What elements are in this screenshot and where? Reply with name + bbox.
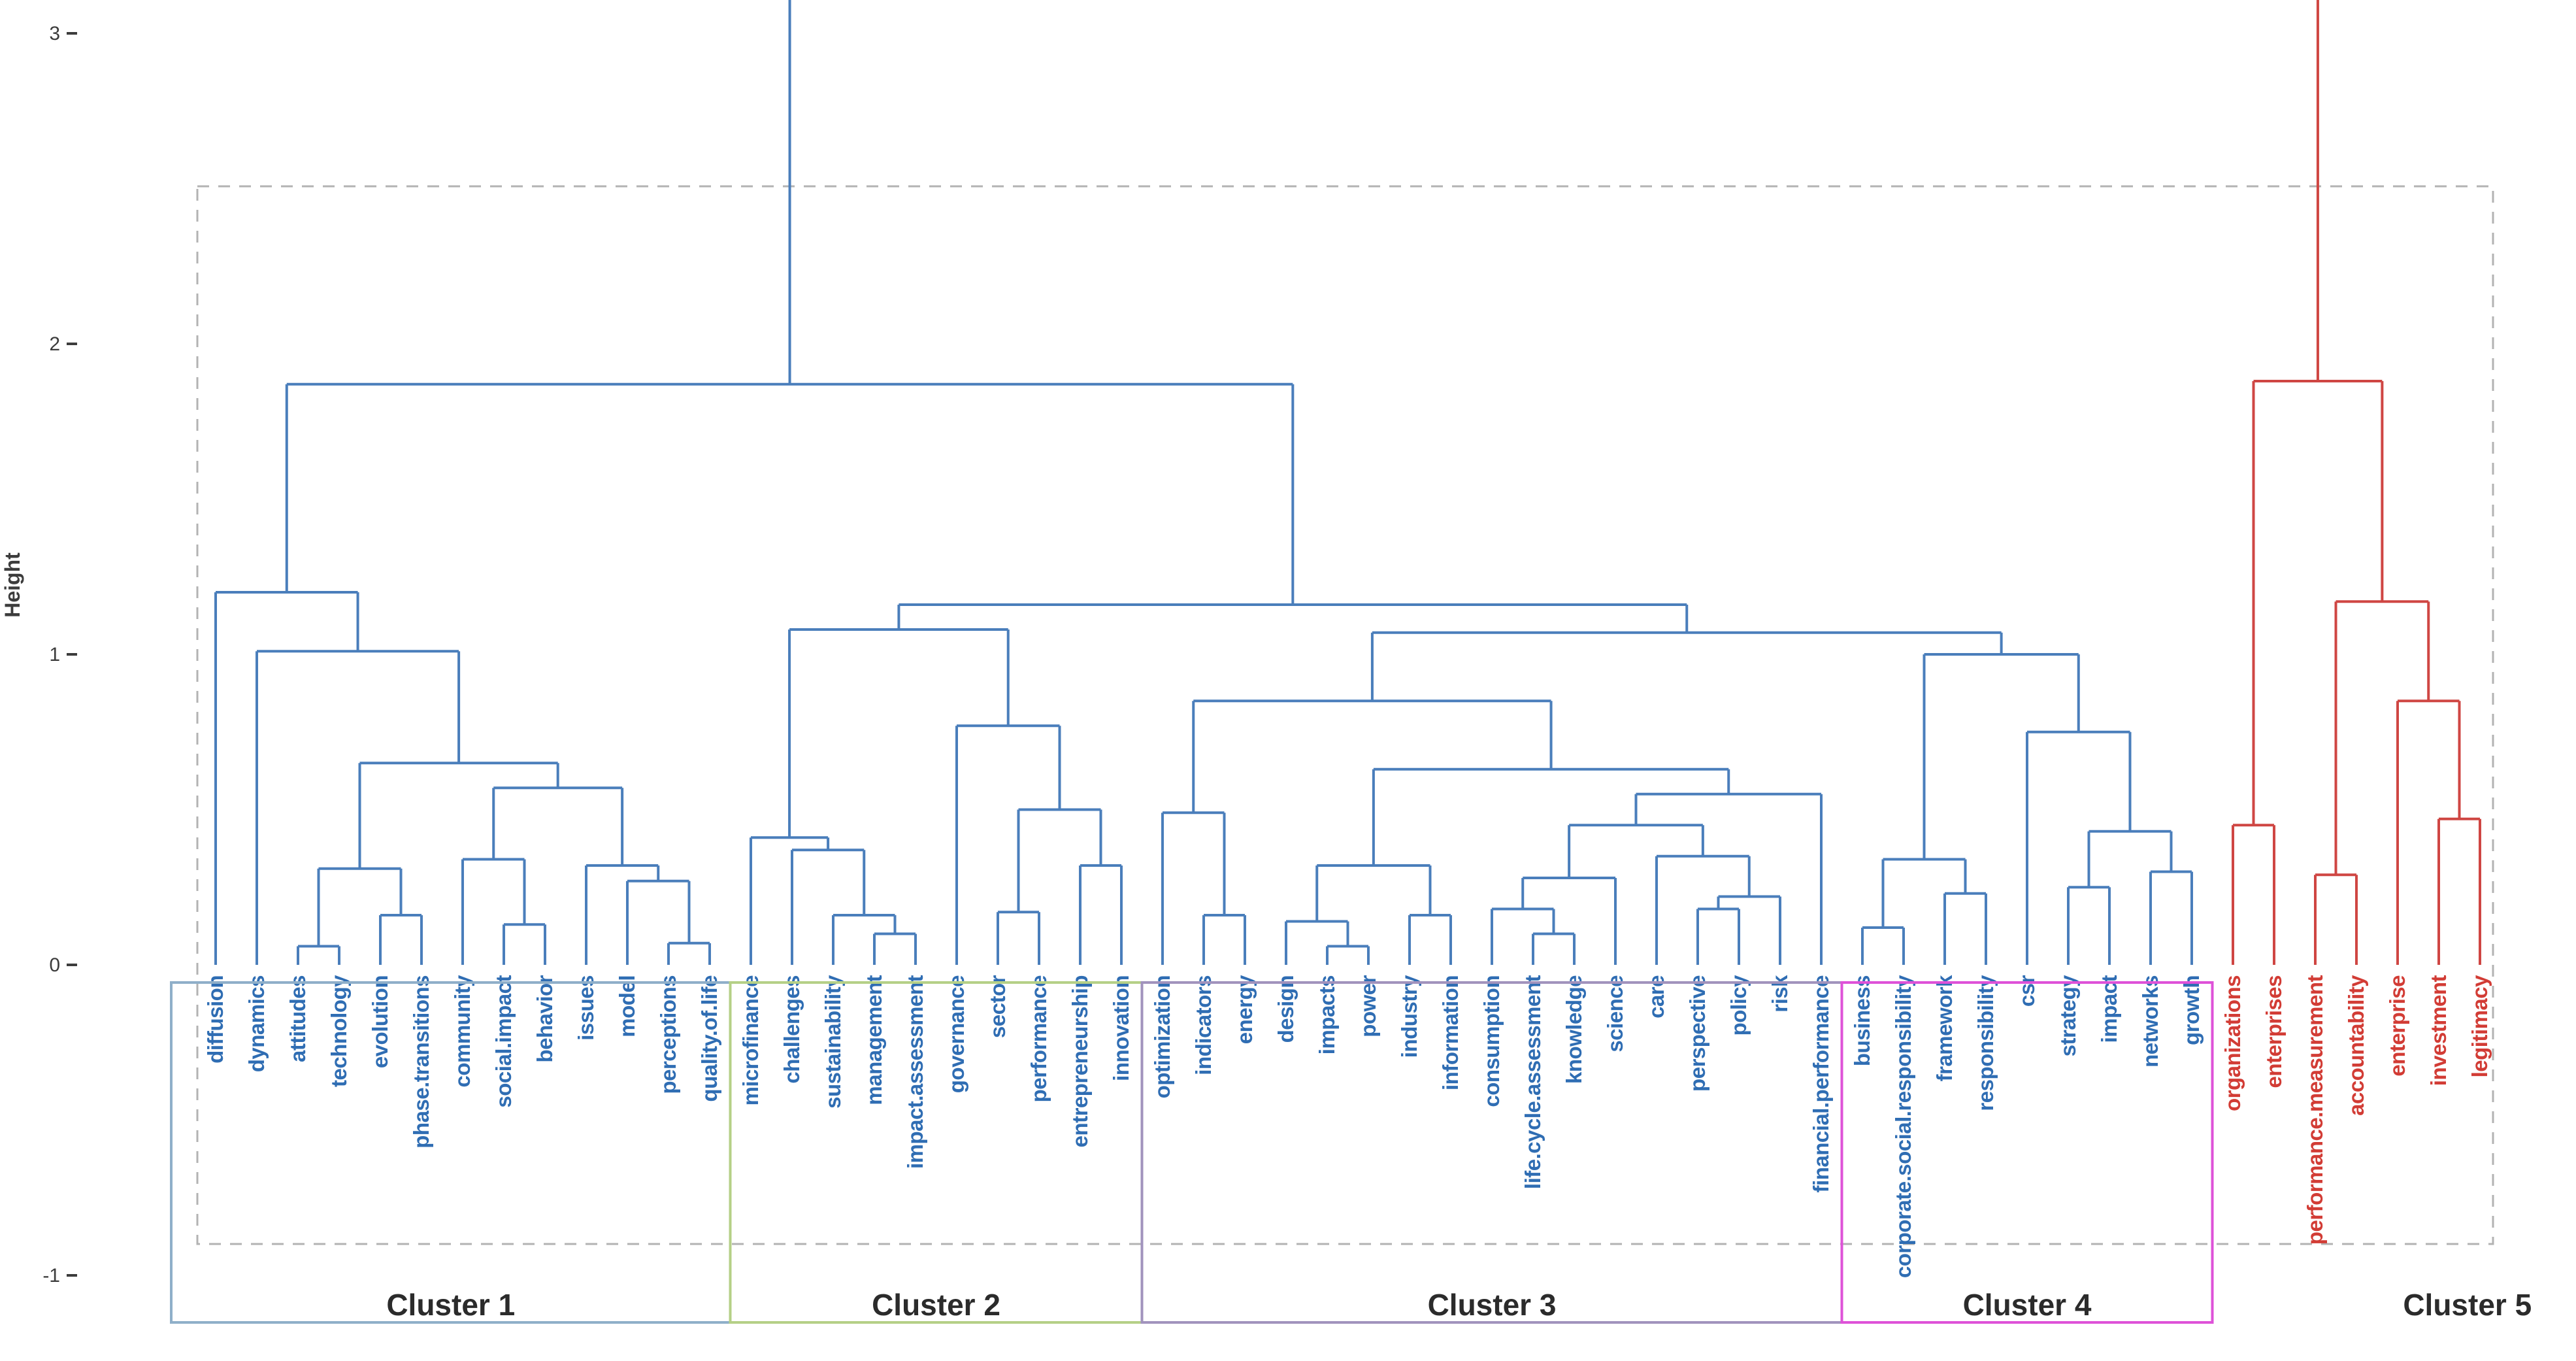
y-axis-tick-label: -1 [42,1265,60,1286]
leaf-label: issues [574,975,598,1041]
leaf-label: performance.measurement [2303,975,2327,1245]
leaf-label: innovation [1109,975,1133,1081]
cluster-label-2: Cluster 2 [872,1288,1000,1322]
leaf-label: framework [1932,975,1957,1082]
leaf-label: strategy [2056,975,2080,1057]
leaf-label: entrepreneurship [1068,975,1092,1147]
y-axis-tick-label: 2 [49,333,60,355]
leaf-label: knowledge [1562,975,1586,1084]
cluster-label-1: Cluster 1 [386,1288,515,1322]
leaf-label: phase.transitions [409,975,433,1149]
leaf-label: management [862,975,886,1105]
cluster-label-3: Cluster 3 [1428,1288,1557,1322]
leaf-label: quality.of.life [697,975,721,1102]
leaf-label: diffusion [203,975,227,1064]
leaf-label: impacts [1315,975,1339,1054]
leaf-label: life.cycle.assessment [1521,975,1545,1189]
leaf-label: risk [1768,975,1792,1013]
leaf-label: enterprises [2262,975,2286,1088]
leaf-label: sustainability [821,975,845,1109]
leaf-label: attitudes [286,975,310,1062]
leaf-label: behavior [533,975,557,1062]
leaf-label: design [1274,975,1298,1043]
leaf-label: perspective [1685,975,1709,1092]
leaf-label: csr [2015,975,2039,1007]
leaf-label: responsibility [1973,975,1998,1111]
leaf-label: dynamics [244,975,269,1072]
leaf-label: accountability [2344,975,2368,1116]
y-axis-title: Height [1,552,24,618]
y-axis-tick-label: 1 [49,644,60,665]
leaf-label: networks [2138,975,2162,1067]
leaf-label: community [450,975,474,1088]
leaf-label: information [1438,975,1462,1090]
leaf-label: challenges [780,975,804,1084]
y-axis-tick-label: 3 [49,23,60,44]
leaf-label: optimization [1150,975,1174,1098]
cluster-label-4: Cluster 4 [1963,1288,2092,1322]
leaf-label: industry [1397,975,1421,1058]
leaf-label: perceptions [656,975,680,1094]
leaf-label: technology [327,975,351,1087]
leaf-label: business [1850,975,1874,1066]
leaf-label: policy [1726,975,1751,1036]
leaf-label: performance [1027,975,1051,1103]
leaf-label: investment [2426,975,2451,1086]
leaf-label: microfinance [738,975,763,1106]
leaf-label: impact.assessment [903,975,927,1169]
leaf-label: corporate.social.responsibility [1891,975,1915,1278]
leaf-label: organizations [2221,975,2245,1111]
leaf-label: evolution [368,975,392,1068]
leaf-label: energy [1232,975,1257,1044]
cluster-label-5: Cluster 5 [2403,1288,2532,1322]
leaf-label: growth [2179,975,2204,1045]
leaf-label: financial.performance [1809,975,1833,1193]
leaf-label: governance [944,975,968,1093]
leaf-label: sector [985,975,1010,1038]
leaf-label: model [615,975,639,1037]
leaf-label: impact [2097,975,2121,1043]
leaf-label: consumption [1479,975,1504,1107]
leaf-label: power [1356,975,1380,1037]
cluster-box-4 [1840,981,2214,1324]
y-axis-tick-label: 0 [49,954,60,976]
leaf-label: enterprise [2385,975,2409,1077]
cut-height-dashed-region [196,185,2494,1245]
leaf-label: social.impact [491,975,516,1107]
leaf-label: indicators [1191,975,1215,1075]
leaf-label: science [1603,975,1627,1052]
leaf-label: legitimacy [2468,975,2492,1078]
